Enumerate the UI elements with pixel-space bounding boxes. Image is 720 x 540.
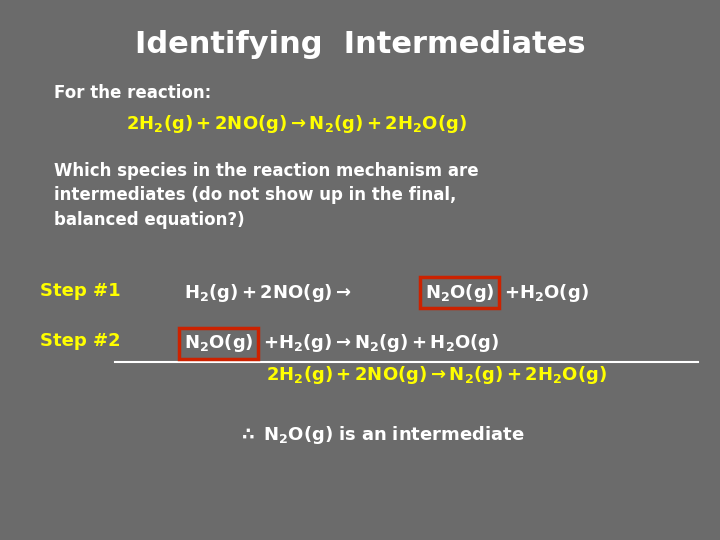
Text: Identifying  Intermediates: Identifying Intermediates (135, 30, 585, 59)
Text: Step #2: Step #2 (40, 332, 120, 350)
Text: $\mathbf{H_2(g) + 2NO(g) \rightarrow}$: $\mathbf{H_2(g) + 2NO(g) \rightarrow}$ (184, 282, 351, 304)
Text: $\mathbf{+ H_2O(g)}$: $\mathbf{+ H_2O(g)}$ (504, 282, 589, 304)
Text: Step #1: Step #1 (40, 282, 120, 300)
Text: $\mathbf{N_2O(g)}$: $\mathbf{N_2O(g)}$ (425, 282, 495, 304)
Text: $\mathbf{N_2O(g)}$: $\mathbf{N_2O(g)}$ (184, 332, 253, 354)
Text: $\mathbf{+ H_2(g) \rightarrow N_2(g) + H_2O(g)}$: $\mathbf{+ H_2(g) \rightarrow N_2(g) + H… (263, 332, 500, 354)
Text: $\mathbf{2H_2(g) + 2NO(g) \rightarrow N_2(g) + 2H_2O(g)}$: $\mathbf{2H_2(g) + 2NO(g) \rightarrow N_… (126, 113, 467, 136)
Text: $\mathbf{\therefore\ N_2O(g)\ is\ an\ intermediate}$: $\mathbf{\therefore\ N_2O(g)\ is\ an\ in… (238, 424, 524, 446)
Text: For the reaction:: For the reaction: (54, 84, 211, 102)
Text: $\mathbf{2H_2(g) + 2NO(g) \rightarrow N_2(g) + 2H_2O(g)}$: $\mathbf{2H_2(g) + 2NO(g) \rightarrow N_… (266, 364, 608, 387)
Text: Which species in the reaction mechanism are
intermediates (do not show up in the: Which species in the reaction mechanism … (54, 162, 479, 228)
